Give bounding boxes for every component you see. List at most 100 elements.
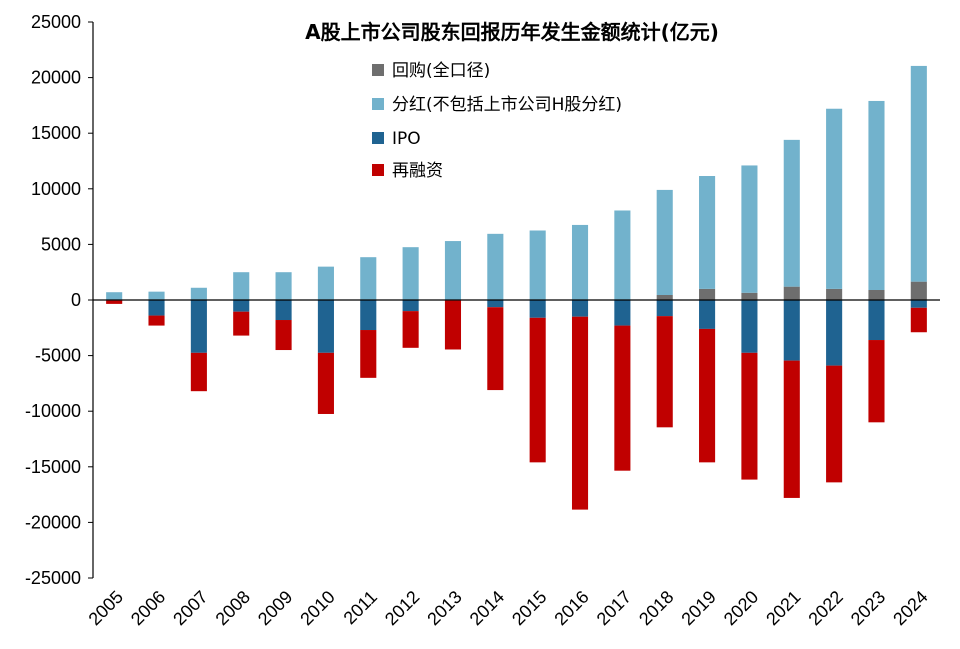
bar-refinancing-2019 xyxy=(699,328,716,463)
x-tick-label: 2019 xyxy=(677,587,719,629)
legend-item-refinancing: 再融资 xyxy=(372,161,443,181)
x-tick-label: 2013 xyxy=(423,587,465,629)
bar-ipo-2014 xyxy=(487,300,504,308)
bar-refinancing-2016 xyxy=(571,316,589,510)
x-tick-label: 2022 xyxy=(804,587,846,629)
bar-refinancing-2010 xyxy=(317,352,334,414)
bar-dividend-2023 xyxy=(868,100,885,290)
legend-label-refinancing: 再融资 xyxy=(392,161,443,181)
y-tick-label: -15000 xyxy=(25,457,81,477)
bar-dividend-2019 xyxy=(699,176,716,289)
bar-dividend-2021 xyxy=(783,139,800,287)
bar-refinancing-2009 xyxy=(275,320,292,351)
bar-buyback-2021 xyxy=(783,286,800,300)
legend-label-ipo: IPO xyxy=(392,129,421,149)
x-tick-label: 2005 xyxy=(85,587,127,629)
bar-refinancing-2018 xyxy=(656,316,673,428)
bar-ipo-2011 xyxy=(360,300,377,331)
x-tick-label: 2015 xyxy=(508,587,550,629)
x-tick-label: 2014 xyxy=(466,587,508,629)
bar-ipo-2009 xyxy=(275,300,292,321)
bar-dividend-2008 xyxy=(233,272,250,300)
legend-item-dividend: 分红(不包括上市公司H股分红) xyxy=(372,95,622,115)
bar-refinancing-2013 xyxy=(444,300,462,350)
x-tick-label: 2007 xyxy=(169,587,211,629)
bar-dividend-2024 xyxy=(910,65,927,282)
bar-dividend-2017 xyxy=(614,210,631,300)
x-tick-label: 2020 xyxy=(720,587,762,629)
y-tick-label: 20000 xyxy=(31,68,81,88)
bar-dividend-2016 xyxy=(571,224,589,300)
bar-dividend-2007 xyxy=(190,287,207,300)
bar-dividend-2009 xyxy=(275,272,292,300)
bar-ipo-2019 xyxy=(699,300,716,329)
x-tick-label: 2008 xyxy=(212,587,254,629)
y-axis: 25000 20000 15000 10000 5000 0 -5000 -10000 -150… xyxy=(25,12,94,588)
bar-dividend-2020 xyxy=(741,165,758,293)
y-tick-label: -25000 xyxy=(25,568,81,588)
bar-ipo-2020 xyxy=(741,300,758,353)
legend-swatch-buyback xyxy=(372,64,384,76)
y-tick-label: -10000 xyxy=(25,401,81,421)
bar-refinancing-2024 xyxy=(910,307,927,333)
bar-refinancing-2011 xyxy=(360,330,377,378)
y-tick-label: 0 xyxy=(71,290,81,310)
bar-dividend-2013 xyxy=(444,241,462,300)
legend-swatch-refinancing xyxy=(372,164,384,176)
legend: 回购(全口径) 分红(不包括上市公司H股分红) IPO 再融资 xyxy=(372,61,622,181)
x-tick-label: 2016 xyxy=(550,587,592,629)
bar-refinancing-2022 xyxy=(826,365,843,483)
bar-ipo-2018 xyxy=(656,300,673,317)
bar-buyback-2018 xyxy=(656,294,673,300)
x-tick-label: 2012 xyxy=(381,587,423,629)
bar-ipo-2017 xyxy=(614,300,631,326)
bar-dividend-2014 xyxy=(487,233,504,300)
x-tick-label: 2010 xyxy=(296,587,338,629)
bar-dividend-2012 xyxy=(402,247,419,300)
bar-dividend-2005 xyxy=(106,292,123,300)
bar-dividend-2011 xyxy=(360,257,377,300)
bar-buyback-2019 xyxy=(699,288,716,300)
bar-ipo-2007 xyxy=(190,300,207,353)
bar-ipo-2006 xyxy=(148,300,165,316)
bar-ipo-2012 xyxy=(402,300,419,312)
y-tick-label: 10000 xyxy=(31,179,81,199)
x-tick-label: 2024 xyxy=(889,587,931,629)
y-tick-label: -5000 xyxy=(35,346,81,366)
x-axis: 2005 2006 2007 2008 2009 2010 2011 2012 2013 2014… xyxy=(85,587,932,629)
bar-refinancing-2006 xyxy=(148,315,165,326)
bar-ipo-2023 xyxy=(868,300,885,341)
bar-dividend-2010 xyxy=(317,266,334,300)
bar-refinancing-2014 xyxy=(487,307,504,391)
x-tick-label: 2023 xyxy=(847,587,889,629)
bar-refinancing-2015 xyxy=(529,317,546,463)
y-tick-label: 25000 xyxy=(31,12,81,32)
legend-label-dividend: 分红(不包括上市公司H股分红) xyxy=(392,95,622,115)
bar-ipo-2016 xyxy=(571,300,589,317)
bar-refinancing-2021 xyxy=(783,360,800,498)
bar-refinancing-2020 xyxy=(741,352,758,480)
bar-refinancing-2012 xyxy=(402,311,419,348)
bar-ipo-2021 xyxy=(783,300,800,361)
x-tick-label: 2021 xyxy=(762,587,804,629)
bar-refinancing-2007 xyxy=(190,352,207,392)
legend-item-buyback: 回购(全口径) xyxy=(372,61,490,81)
bars xyxy=(106,65,927,510)
y-tick-label: 5000 xyxy=(41,234,81,254)
x-tick-label: 2006 xyxy=(127,587,169,629)
bar-refinancing-2023 xyxy=(868,340,885,423)
bar-ipo-2015 xyxy=(529,300,546,318)
x-tick-label: 2011 xyxy=(340,587,382,629)
y-tick-label: 15000 xyxy=(31,123,81,143)
legend-swatch-ipo xyxy=(372,132,384,144)
y-tick-label: -20000 xyxy=(25,512,81,532)
bar-ipo-2010 xyxy=(317,300,334,353)
legend-swatch-dividend xyxy=(372,98,384,110)
legend-label-buyback: 回购(全口径) xyxy=(392,61,490,81)
bar-ipo-2024 xyxy=(910,300,927,308)
bar-dividend-2022 xyxy=(826,108,843,289)
bar-buyback-2024 xyxy=(910,281,927,300)
x-tick-label: 2017 xyxy=(593,587,635,629)
chart-title: A股上市公司股东回报历年发生金额统计(亿元) xyxy=(305,20,719,44)
